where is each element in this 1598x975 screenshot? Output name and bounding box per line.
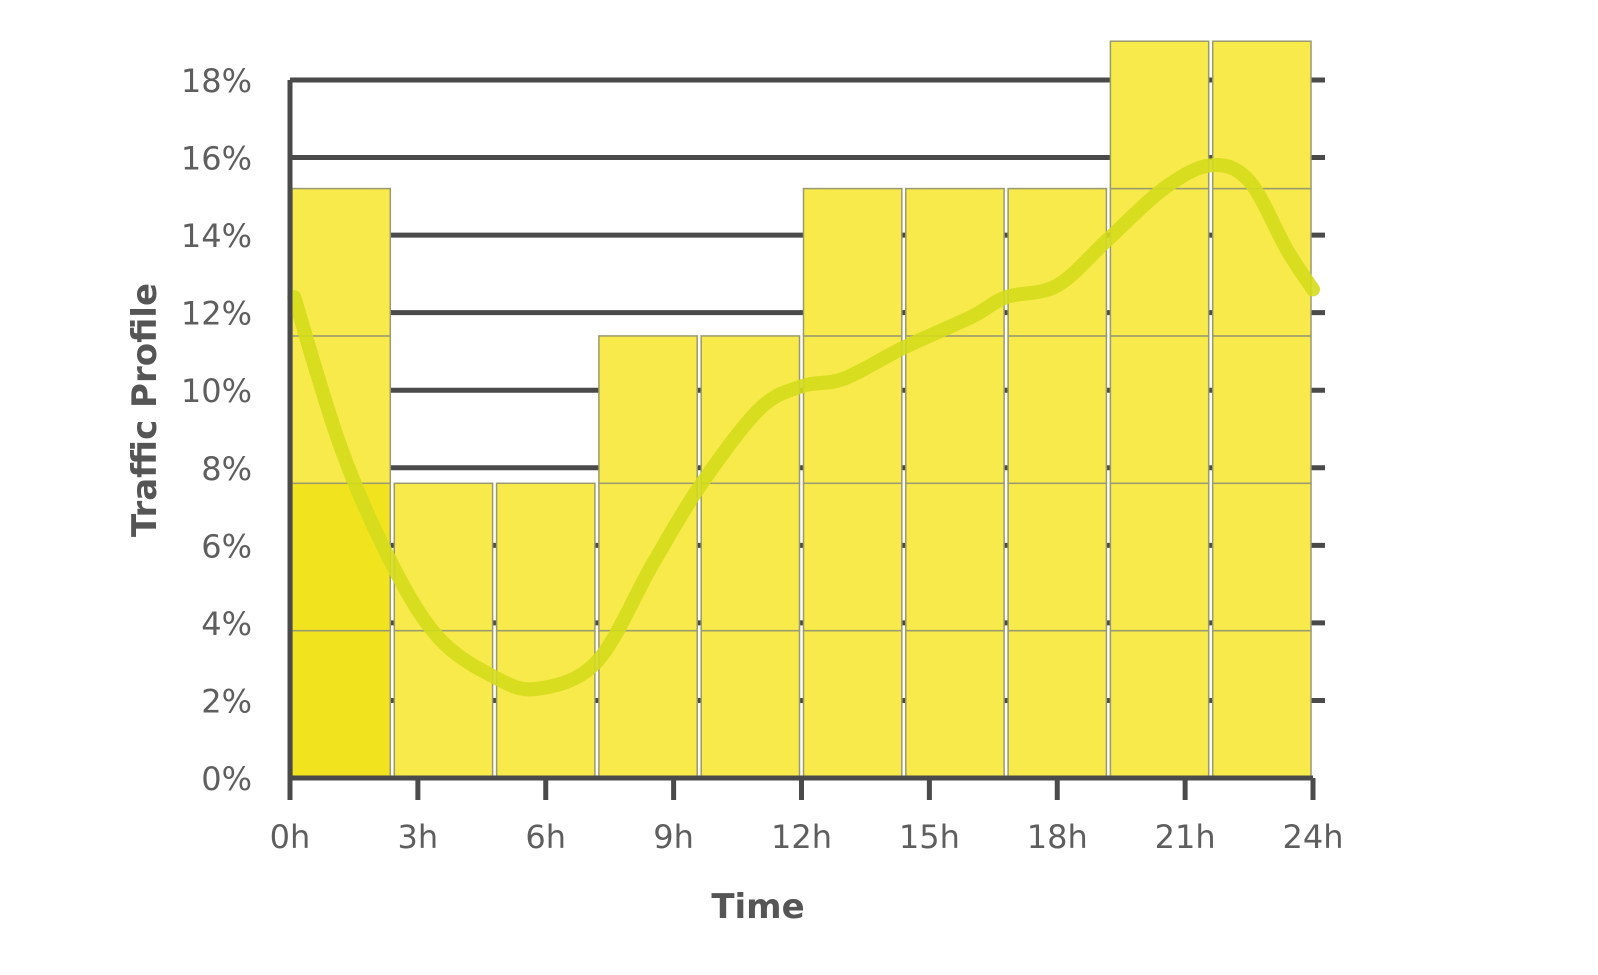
axes bbox=[287, 80, 1316, 800]
y-axis-title: Traffic Profile bbox=[125, 283, 165, 537]
bar-segment bbox=[1007, 629, 1108, 779]
bar bbox=[291, 187, 392, 779]
bar-segment bbox=[1109, 335, 1210, 485]
bar-segment bbox=[905, 482, 1005, 632]
y-tick-label: 4% bbox=[201, 605, 252, 643]
y-tick-label: 16% bbox=[181, 140, 252, 178]
bar-segment bbox=[291, 629, 392, 779]
bar bbox=[905, 187, 1005, 779]
x-tick-label: 6h bbox=[525, 818, 566, 856]
bar-segment bbox=[1007, 482, 1108, 632]
y-tick-label: 18% bbox=[181, 62, 252, 100]
bar-segment bbox=[905, 335, 1005, 485]
x-tick-label: 18h bbox=[1027, 818, 1088, 856]
bar-segment bbox=[700, 482, 801, 632]
bar bbox=[1109, 40, 1210, 779]
bar bbox=[393, 482, 494, 779]
y-tick-label: 6% bbox=[201, 527, 252, 565]
x-tick-label: 24h bbox=[1283, 818, 1344, 856]
y-tick-labels: 0% 2% 4% 6% 8% 10% 12% 14% 16% 18% bbox=[181, 62, 252, 798]
bar-segment bbox=[802, 187, 903, 337]
x-tick-label: 12h bbox=[771, 818, 832, 856]
x-axis-title: Time bbox=[711, 887, 804, 927]
y-tick-label: 2% bbox=[201, 682, 252, 720]
y-tick-label: 10% bbox=[181, 372, 252, 410]
x-tick-label: 9h bbox=[653, 818, 694, 856]
y-tick-label: 8% bbox=[201, 450, 252, 488]
y-tick-label: 14% bbox=[181, 217, 252, 255]
bar bbox=[700, 335, 801, 779]
bar-segment bbox=[905, 629, 1005, 779]
bar-segment bbox=[1211, 629, 1312, 779]
bar-segment bbox=[1109, 482, 1210, 632]
bar-segment bbox=[393, 482, 494, 632]
x-tick-label: 0h bbox=[270, 818, 311, 856]
bar-segment bbox=[291, 482, 392, 632]
bars bbox=[291, 40, 1312, 779]
bar bbox=[1007, 187, 1108, 779]
bar-segment bbox=[1007, 335, 1108, 485]
y-tick-label: 12% bbox=[181, 295, 252, 333]
bar-segment bbox=[598, 335, 698, 485]
bar-segment bbox=[495, 629, 596, 779]
x-tick-label: 3h bbox=[398, 818, 439, 856]
x-tick-labels: 0h 3h 6h 9h 12h 15h 18h 21h 24h bbox=[270, 818, 1344, 856]
bar bbox=[802, 187, 903, 779]
bar-segment bbox=[1211, 335, 1312, 485]
bar-segment bbox=[598, 629, 698, 779]
bar-segment bbox=[802, 482, 903, 632]
bar-segment bbox=[802, 629, 903, 779]
trend-line bbox=[287, 158, 1320, 697]
bar-segment bbox=[700, 629, 801, 779]
x-tick-label: 21h bbox=[1155, 818, 1216, 856]
y-tick-label: 0% bbox=[201, 760, 252, 798]
bar-segment bbox=[1211, 482, 1312, 632]
bar-segment bbox=[495, 482, 596, 632]
bar bbox=[495, 482, 596, 779]
bar bbox=[598, 335, 698, 779]
bar-segment bbox=[1109, 629, 1210, 779]
trend-line-path bbox=[287, 158, 1320, 697]
bar bbox=[1211, 40, 1312, 779]
bar-segment bbox=[1109, 187, 1210, 337]
bar-segment bbox=[393, 629, 494, 779]
x-tick-label: 15h bbox=[899, 818, 960, 856]
bar-segment bbox=[291, 187, 392, 337]
